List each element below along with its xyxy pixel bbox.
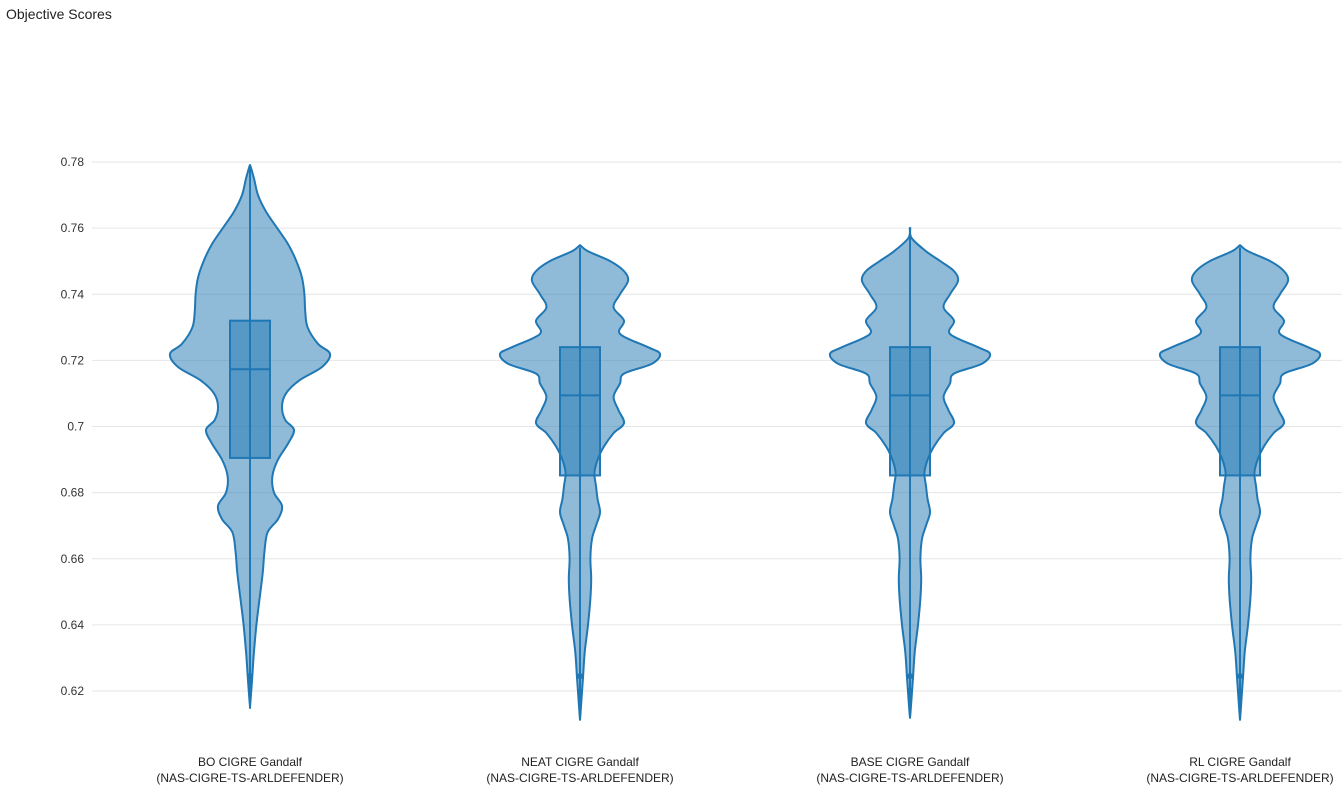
iqr-box[interactable]	[229, 319, 271, 459]
x-tick-sublabel: (NAS-CIGRE-TS-ARLDEFENDER)	[816, 771, 1003, 785]
outlier-point[interactable]	[907, 687, 913, 694]
chart-title: Objective Scores	[6, 6, 112, 22]
x-tick-sublabel: (NAS-CIGRE-TS-ARLDEFENDER)	[486, 771, 673, 785]
y-tick-label: 0.72	[61, 353, 85, 367]
y-tick-label: 0.74	[61, 287, 85, 301]
violin-group[interactable]	[1158, 244, 1322, 721]
iqr-box[interactable]	[1219, 346, 1261, 477]
whisker-low-point[interactable]	[907, 673, 913, 680]
iqr-box[interactable]	[889, 346, 931, 477]
y-tick-label: 0.76	[61, 221, 85, 235]
x-tick-label: BASE CIGRE Gandalf	[851, 755, 970, 769]
y-tick-label: 0.78	[61, 155, 85, 169]
y-tick-label: 0.62	[61, 684, 85, 698]
x-tick-label: RL CIGRE Gandalf	[1189, 755, 1291, 769]
violin-group[interactable]	[168, 164, 332, 709]
x-tick-sublabel: (NAS-CIGRE-TS-ARLDEFENDER)	[1146, 771, 1333, 785]
whisker-low-point[interactable]	[1237, 673, 1243, 680]
outlier-point[interactable]	[577, 688, 583, 695]
y-axis: 0.62 0.64 0.66 0.68 0.7 0.72 0.74 0.76 0.78	[61, 155, 85, 698]
violin-group[interactable]	[828, 227, 992, 720]
outlier-point[interactable]	[1237, 688, 1243, 695]
gridlines	[92, 161, 1342, 692]
iqr-box[interactable]	[559, 346, 601, 477]
violins[interactable]	[168, 164, 1322, 721]
whisker-low-point[interactable]	[577, 673, 583, 680]
x-tick-label: NEAT CIGRE Gandalf	[521, 755, 639, 769]
y-tick-label: 0.64	[61, 618, 85, 632]
y-tick-label: 0.66	[61, 552, 85, 566]
y-tick-label: 0.68	[61, 486, 85, 500]
x-tick-sublabel: (NAS-CIGRE-TS-ARLDEFENDER)	[156, 771, 343, 785]
x-axis: BO CIGRE Gandalf (NAS-CIGRE-TS-ARLDEFENDE…	[156, 755, 1333, 785]
whisker-low-point[interactable]	[247, 673, 253, 680]
x-tick-label: BO CIGRE Gandalf	[198, 755, 303, 769]
violin-group[interactable]	[498, 244, 662, 721]
y-tick-label: 0.7	[67, 420, 84, 434]
